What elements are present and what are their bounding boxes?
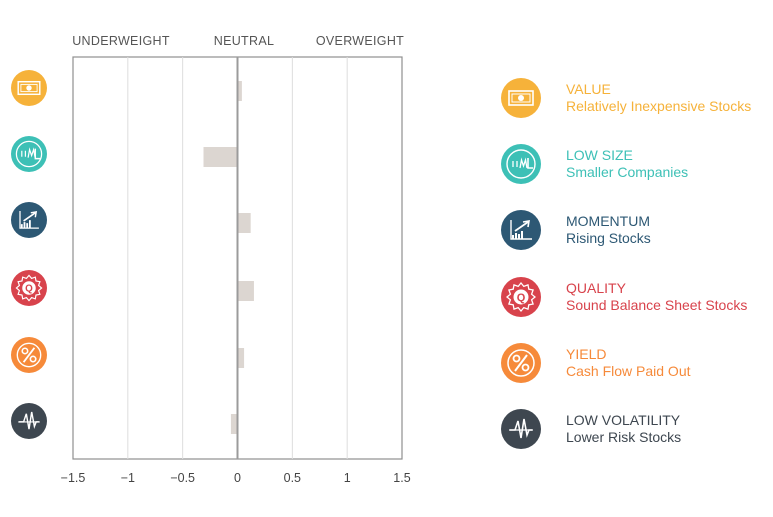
x-tick-label: 0: [234, 471, 241, 485]
factor-legend: VALUE Relatively Inexpensive Stocks LOW SI…: [500, 0, 770, 517]
legend-factor-description: Sound Balance Sheet Stocks: [566, 297, 748, 313]
rising-chart-icon: [11, 202, 47, 238]
quality-seal-icon: Q: [11, 270, 47, 306]
x-tick-label: 0.5: [284, 471, 301, 485]
legend-icon: [501, 210, 541, 250]
x-tick-label: 1.5: [393, 471, 410, 485]
legend-factor-name: VALUE: [566, 81, 611, 97]
svg-text:Q: Q: [517, 292, 526, 304]
legend-factor-name: MOMENTUM: [566, 213, 650, 229]
legend-icon: [501, 78, 541, 118]
bar-yield: [237, 348, 245, 368]
legend-factor-description: Lower Risk Stocks: [566, 429, 682, 445]
legend-icon: [501, 409, 541, 449]
bar-momentum: [237, 213, 251, 233]
legend-factor-description: Relatively Inexpensive Stocks: [566, 98, 752, 114]
header-label-overweight: OVERWEIGHT: [316, 34, 404, 48]
legend-factor-description: Smaller Companies: [566, 164, 689, 180]
volatility-wave-icon: [11, 403, 47, 439]
sml-size-icon: [11, 136, 47, 172]
svg-text:Q: Q: [25, 284, 33, 295]
header-label-neutral: NEUTRAL: [214, 34, 274, 48]
legend-factor-name: QUALITY: [566, 280, 626, 296]
bar-low-size: [203, 147, 238, 167]
x-tick-label: −1: [121, 471, 135, 485]
legend-factor-name: YIELD: [566, 346, 607, 362]
percent-icon: [501, 343, 541, 383]
bar-value: [237, 81, 242, 101]
percent-icon: [11, 337, 47, 373]
sml-size-icon: [501, 144, 541, 184]
x-tick-label: −0.5: [170, 471, 195, 485]
legend-icon: [501, 343, 541, 383]
rising-chart-icon: [501, 210, 541, 250]
dollar-bill-icon: [11, 70, 47, 106]
volatility-wave-icon: [501, 409, 541, 449]
bar-low-volatility: [230, 414, 238, 434]
quality-seal-icon: Q: [501, 277, 541, 317]
legend-factor-description: Cash Flow Paid Out: [566, 363, 691, 379]
x-tick-label: −1.5: [61, 471, 86, 485]
legend-icon: Q: [501, 277, 541, 317]
legend-icon: [501, 144, 541, 184]
dollar-bill-icon: [501, 78, 541, 118]
bar-quality: [237, 281, 254, 301]
legend-factor-description: Rising Stocks: [566, 230, 651, 246]
x-tick-label: 1: [344, 471, 351, 485]
header-label-underweight: UNDERWEIGHT: [72, 34, 170, 48]
legend-factor-name: LOW SIZE: [566, 147, 633, 163]
legend-factor-name: LOW VOLATILITY: [566, 412, 681, 428]
factor-tilt-chart: UNDERWEIGHT NEUTRAL OVERWEIGHT −1.5 −1 −0.5 0 0…: [11, 34, 411, 485]
